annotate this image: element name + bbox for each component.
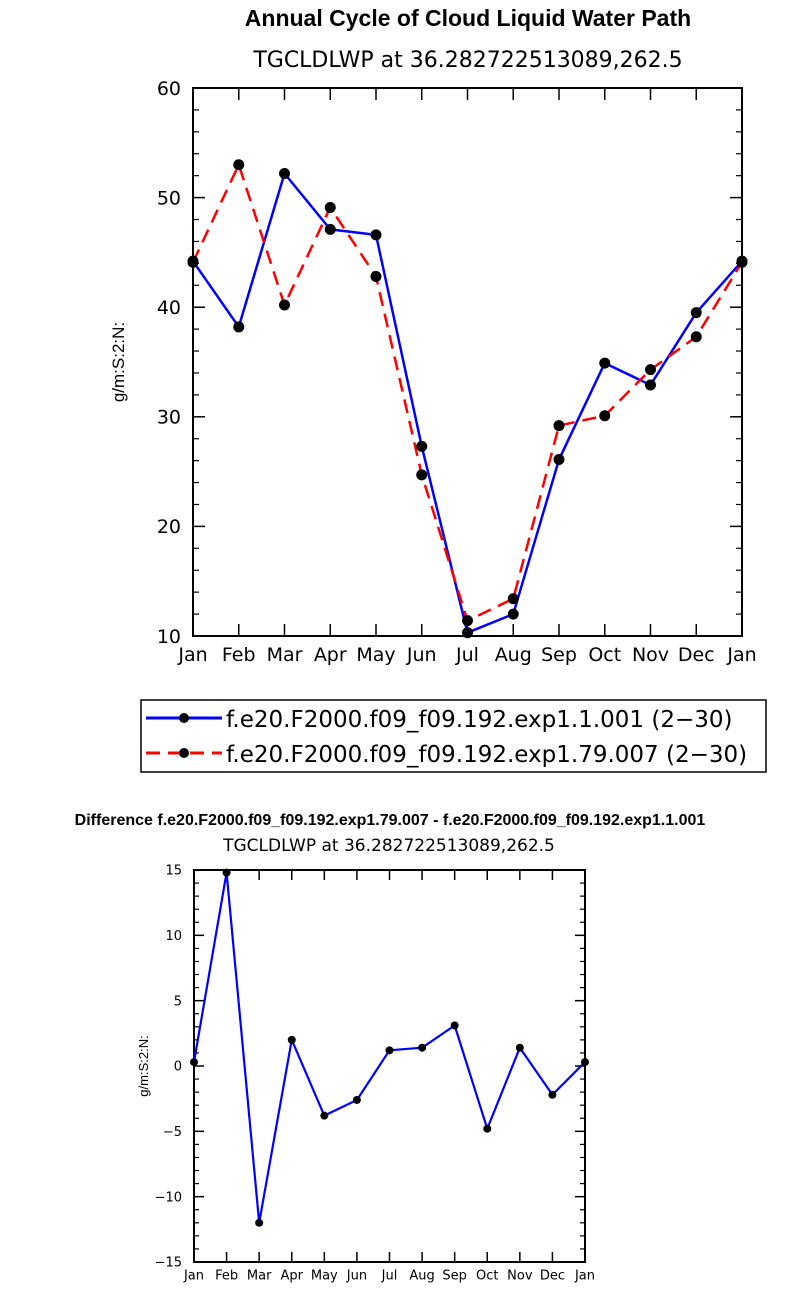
bottom-chart-title: Difference f.e20.F2000.f09_f09.192.exp1.… — [75, 812, 706, 829]
y-tick-label: −15 — [155, 1256, 182, 1271]
legend-box — [140, 699, 767, 773]
y-tick-label: −5 — [163, 1125, 182, 1140]
data-point-series-1 — [287, 1035, 296, 1044]
x-tick-label: May — [311, 1268, 338, 1283]
bottom-plot-area: Jan Feb Mar Apr May Jun Jul Aug Sep Oct Nov Dec Jan−… — [155, 864, 595, 1284]
data-point-series-1 — [450, 1021, 459, 1030]
data-point-series-1 — [370, 229, 382, 241]
data-point-series-1 — [385, 1046, 394, 1055]
x-tick-label: Jan — [574, 1268, 595, 1283]
y-tick-label: 50 — [157, 187, 181, 209]
x-tick-label: Dec — [678, 644, 715, 666]
y-tick-label: 40 — [157, 297, 181, 319]
x-tick-label: Sep — [541, 644, 577, 666]
y-tick-label: 15 — [165, 864, 182, 879]
top-legend: f.e20.F2000.f09_f09.192.exp1.1.001 (2−30… — [140, 699, 767, 773]
top-chart-subtitle: TGCLDLWP at 36.282722513089,262.5 — [252, 48, 682, 73]
top-chart: Annual Cycle of Cloud Liquid Water Path … — [109, 5, 767, 773]
bottom-chart-subtitle: TGCLDLWP at 36.282722513089,262.5 — [222, 836, 555, 856]
x-tick-label: Jun — [346, 1268, 367, 1283]
data-point-series-2 — [736, 256, 748, 268]
x-tick-label: Mar — [267, 644, 303, 666]
x-tick-label: Aug — [409, 1268, 434, 1283]
y-tick-label: 0 — [174, 1060, 182, 1075]
data-point-series-2 — [324, 201, 336, 213]
legend-marker-series-1 — [179, 713, 189, 723]
x-tick-label: Jan — [726, 644, 756, 666]
x-tick-label: Oct — [588, 644, 621, 666]
legend-label-series-1: f.e20.F2000.f09_f09.192.exp1.1.001 (2−30… — [226, 707, 732, 733]
series-line-1 — [191, 172, 743, 634]
data-point-series-1 — [233, 321, 245, 333]
x-tick-label: Aug — [495, 644, 532, 666]
y-tick-label: 20 — [157, 516, 181, 538]
data-point-series-2 — [279, 299, 290, 311]
y-tick-label: 5 — [174, 994, 182, 1009]
x-tick-label: Jul — [381, 1268, 398, 1283]
x-tick-label: Jun — [406, 644, 437, 666]
data-point-series-2 — [370, 271, 382, 283]
x-tick-label: Nov — [632, 644, 669, 666]
data-point-series-2 — [416, 469, 428, 481]
x-tick-label: May — [356, 644, 395, 666]
data-point-series-1 — [352, 1095, 361, 1104]
data-point-series-1 — [690, 307, 702, 319]
x-tick-label: Feb — [222, 644, 256, 666]
x-tick-label: Dec — [540, 1268, 565, 1283]
data-point-series-2 — [507, 593, 519, 605]
bottom-chart-y-axis-label: g/m:S:2:N: — [136, 1035, 151, 1096]
x-tick-label: Nov — [507, 1268, 533, 1283]
x-tick-label: Jan — [183, 1268, 204, 1283]
data-point-series-1 — [515, 1043, 524, 1052]
x-tick-label: Mar — [247, 1268, 272, 1283]
data-point-series-1 — [418, 1043, 427, 1052]
y-tick-label: 30 — [157, 407, 181, 429]
data-point-series-2 — [233, 159, 245, 171]
x-tick-label: Sep — [442, 1268, 467, 1283]
y-tick-label: 10 — [165, 929, 182, 944]
data-point-series-2 — [462, 615, 473, 627]
data-point-series-2 — [690, 331, 702, 343]
data-point-series-1 — [581, 1058, 589, 1067]
data-point-series-1 — [645, 379, 656, 391]
data-point-series-1 — [416, 440, 428, 452]
data-point-series-1 — [462, 627, 473, 639]
top-chart-title: Annual Cycle of Cloud Liquid Water Path — [245, 5, 691, 31]
y-tick-label: −10 — [155, 1190, 182, 1205]
top-chart-y-axis-label: g/m:S:2:N: — [109, 322, 128, 402]
x-tick-label: Oct — [476, 1268, 498, 1283]
x-tick-label: Jan — [177, 644, 207, 666]
y-tick-label: 60 — [157, 78, 181, 100]
y-tick-label: 10 — [157, 626, 181, 648]
top-plot-area: Jan Feb Mar Apr May Jun Jul Aug Sep Oct Nov Dec Jan1… — [157, 78, 757, 666]
x-tick-label: Apr — [314, 644, 347, 666]
data-point-series-1 — [507, 608, 519, 620]
series-line-2 — [191, 163, 744, 622]
data-point-series-1 — [324, 223, 336, 235]
legend-label-series-2: f.e20.F2000.f09_f09.192.exp1.79.007 (2−3… — [226, 742, 747, 768]
data-point-series-1 — [279, 167, 290, 179]
x-tick-label: Jul — [455, 644, 479, 666]
plot-frame — [193, 869, 586, 1263]
data-point-series-1 — [483, 1124, 492, 1133]
x-tick-label: Apr — [281, 1268, 304, 1283]
data-point-series-1 — [222, 868, 231, 877]
data-point-series-1 — [190, 1058, 198, 1067]
data-point-series-1 — [548, 1090, 557, 1099]
data-point-series-1 — [599, 357, 611, 369]
data-point-series-2 — [187, 256, 199, 268]
bottom-chart: Difference f.e20.F2000.f09_f09.192.exp1.… — [75, 812, 706, 1283]
data-point-series-2 — [645, 364, 656, 376]
x-tick-label: Feb — [215, 1268, 238, 1283]
data-point-series-2 — [553, 420, 565, 432]
data-point-series-1 — [255, 1218, 264, 1227]
data-point-series-2 — [599, 410, 611, 422]
legend-marker-series-2 — [179, 748, 189, 758]
data-point-series-1 — [553, 454, 565, 466]
data-point-series-1 — [320, 1111, 329, 1120]
